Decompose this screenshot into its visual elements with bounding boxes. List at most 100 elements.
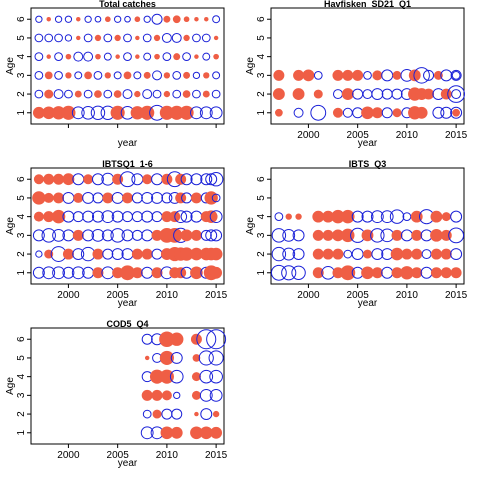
residual-bubble-positive bbox=[390, 247, 404, 261]
residual-bubble-positive bbox=[92, 267, 104, 279]
residual-bubble-positive bbox=[430, 210, 443, 223]
residual-bubble-negative bbox=[199, 369, 214, 384]
x-tick-label: 2005 bbox=[347, 130, 370, 141]
residual-bubble-positive bbox=[209, 247, 223, 261]
residual-bubble-positive bbox=[65, 72, 72, 79]
residual-bubble-negative bbox=[447, 85, 465, 103]
residual-bubble-positive bbox=[401, 248, 413, 260]
residual-bubble-positive bbox=[440, 267, 452, 279]
residual-bubble-negative bbox=[54, 15, 63, 23]
x-tick-label: 2015 bbox=[445, 130, 468, 141]
residual-bubble-positive bbox=[44, 249, 54, 259]
residual-bubble-negative bbox=[389, 209, 405, 224]
y-axis-label: Age bbox=[245, 57, 256, 75]
residual-bubble-negative bbox=[152, 89, 162, 99]
plot-frame bbox=[30, 327, 225, 445]
residual-bubble-negative bbox=[71, 266, 85, 280]
residual-bubble-negative bbox=[170, 351, 183, 364]
residual-bubble-positive bbox=[371, 267, 383, 279]
residual-bubble-positive bbox=[151, 267, 163, 279]
residual-bubble-negative bbox=[450, 69, 462, 81]
residual-bubble-negative bbox=[113, 15, 122, 23]
residual-bubble-positive bbox=[72, 229, 84, 241]
residual-bubble-negative bbox=[141, 266, 154, 279]
residual-bubble-positive bbox=[322, 248, 334, 260]
residual-bubble-positive bbox=[411, 248, 423, 260]
residual-bubble-negative bbox=[121, 229, 134, 242]
residual-bubble-negative bbox=[200, 229, 212, 241]
x-tick-label: 2010 bbox=[396, 290, 419, 301]
residual-bubble-positive bbox=[179, 247, 194, 261]
residual-bubble-negative bbox=[123, 33, 132, 43]
residual-bubble-positive bbox=[190, 247, 203, 261]
residual-bubble-negative bbox=[343, 249, 353, 259]
residual-bubble-negative bbox=[391, 88, 403, 100]
residual-bubble-negative bbox=[90, 105, 106, 120]
residual-bubble-positive bbox=[204, 210, 218, 223]
residual-bubble-negative bbox=[174, 210, 188, 224]
residual-bubble-negative bbox=[420, 266, 433, 279]
residual-bubble-negative bbox=[111, 210, 124, 223]
residual-bubble-negative bbox=[192, 33, 201, 43]
residual-bubble-negative bbox=[450, 248, 463, 261]
residual-bubble-positive bbox=[46, 16, 51, 22]
x-axis-label: year bbox=[118, 138, 138, 149]
residual-bubble-negative bbox=[293, 107, 304, 118]
residual-bubble-negative bbox=[34, 33, 44, 43]
residual-bubble-negative bbox=[352, 107, 364, 119]
residual-bubble-negative bbox=[310, 104, 327, 121]
residual-bubble-positive bbox=[275, 108, 283, 117]
y-tick-label: 2 bbox=[256, 251, 267, 257]
residual-bubble-negative bbox=[53, 89, 64, 100]
residual-bubble-positive bbox=[163, 72, 171, 79]
residual-bubble-positive bbox=[415, 106, 428, 119]
residual-bubble-negative bbox=[82, 210, 95, 223]
residual-bubble-negative bbox=[182, 52, 191, 62]
residual-bubble-negative bbox=[400, 229, 413, 242]
residual-bubble-negative bbox=[52, 266, 65, 280]
residual-bubble-positive bbox=[392, 108, 402, 118]
x-tick-label: 2015 bbox=[445, 290, 468, 301]
residual-bubble-positive bbox=[361, 229, 374, 242]
panel-havfisken-sd21-q1: Havfisken_SD21_Q1 2000 2005 2010 2015 1 2 3 4 5 6 y… bbox=[245, 0, 468, 149]
residual-bubble-negative bbox=[210, 229, 223, 242]
x-tick-label: 2000 bbox=[297, 130, 320, 141]
panel-title: IBTSQ1_1-6 bbox=[102, 159, 153, 169]
residual-bubble-positive bbox=[43, 211, 55, 223]
residual-bubble-negative bbox=[122, 89, 133, 100]
residual-bubble-negative bbox=[131, 173, 144, 186]
residual-bubble-positive bbox=[440, 248, 452, 260]
residual-bubble-negative bbox=[141, 229, 154, 242]
residual-bubble-positive bbox=[123, 71, 132, 80]
residual-bubble-positive bbox=[153, 34, 161, 42]
residual-bubble-negative bbox=[172, 89, 182, 99]
residual-bubble-positive bbox=[190, 426, 203, 440]
residual-bubble-negative bbox=[381, 266, 394, 279]
residual-bubble-negative bbox=[451, 89, 462, 100]
residual-bubble-negative bbox=[282, 228, 296, 242]
residual-bubble-positive bbox=[313, 89, 323, 99]
residual-bubble-negative bbox=[84, 15, 92, 23]
residual-bubble-negative bbox=[313, 70, 323, 80]
residual-bubble-negative bbox=[94, 15, 102, 23]
residual-bubble-positive bbox=[371, 107, 383, 119]
residual-bubble-negative bbox=[161, 192, 173, 204]
residual-bubble-positive bbox=[202, 90, 210, 98]
residual-bubble-positive bbox=[430, 248, 442, 260]
residual-bubble-negative bbox=[142, 89, 153, 100]
residual-bubble-positive bbox=[159, 350, 174, 366]
residual-bubble-negative bbox=[292, 248, 305, 261]
residual-bubble-positive bbox=[213, 53, 219, 60]
residual-bubble-positive bbox=[391, 267, 403, 279]
residual-bubble-negative bbox=[110, 228, 125, 243]
residual-bubble-negative bbox=[111, 248, 124, 261]
residual-bubble-positive bbox=[53, 173, 65, 185]
residual-bubble-negative bbox=[113, 71, 122, 80]
residual-bubble-positive bbox=[173, 53, 181, 61]
y-tick-label: 4 bbox=[16, 373, 27, 379]
residual-bubble-positive bbox=[151, 389, 163, 401]
x-axis-label: year bbox=[358, 298, 378, 309]
x-tick-label: 2000 bbox=[57, 450, 80, 461]
residual-bubble-negative bbox=[64, 34, 73, 42]
residual-bubble-negative bbox=[432, 106, 445, 119]
